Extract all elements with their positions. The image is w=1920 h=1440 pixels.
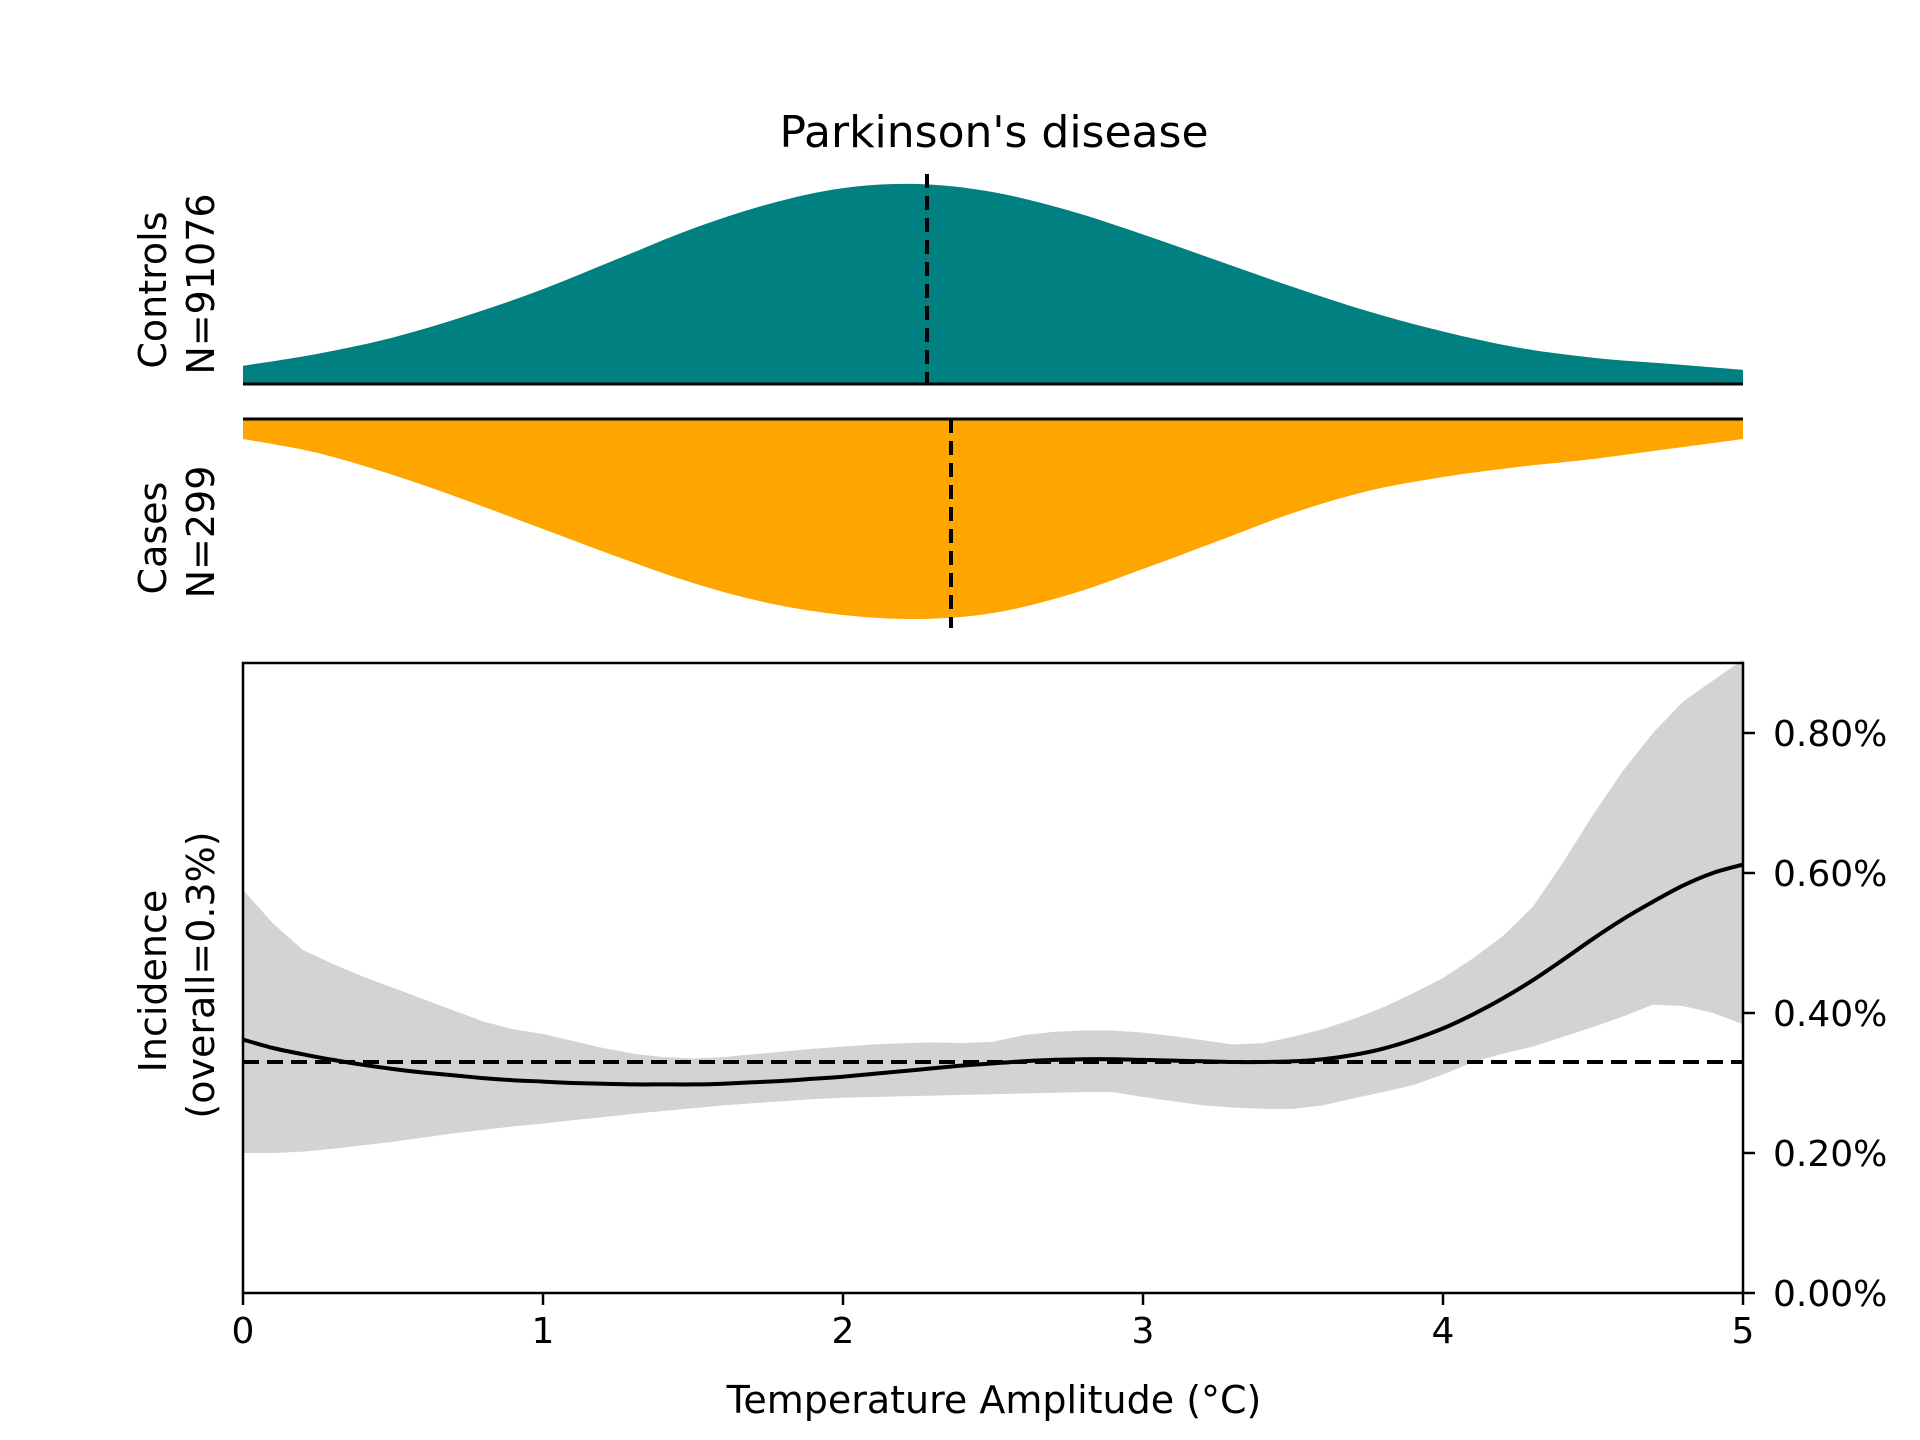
- y-tick-label: 0.60%: [1773, 854, 1887, 895]
- incidence-axes-frame: [241, 661, 1745, 1295]
- controls-density-area: [243, 183, 1743, 384]
- incidence-confidence-band: [243, 659, 1743, 1153]
- incidence-ylabel: Incidence (overall=0.3%): [131, 831, 223, 1118]
- incidence-ylabel-line2: (overall=0.3%): [179, 831, 223, 1118]
- x-axis-label: Temperature Amplitude (°C): [726, 1378, 1262, 1422]
- cases-panel: Cases N=299: [131, 417, 1743, 628]
- controls-label: Controls N=91076: [131, 193, 223, 374]
- y-tick-label: 0.80%: [1773, 714, 1887, 755]
- controls-label-line2: N=91076: [179, 193, 223, 374]
- cases-label-line1: Cases: [131, 482, 175, 595]
- x-tick-label: 5: [1732, 1311, 1755, 1352]
- incidence-line: [242, 862, 1744, 1087]
- cases-label: Cases N=299: [131, 466, 223, 599]
- controls-panel: Controls N=91076: [131, 174, 1743, 386]
- x-tick-label: 4: [1432, 1311, 1455, 1352]
- y-tick-label: 0.40%: [1773, 994, 1887, 1035]
- y-tick-label: 0.00%: [1773, 1274, 1887, 1315]
- y-tick-label: 0.20%: [1773, 1134, 1887, 1175]
- x-tick-label: 2: [832, 1311, 855, 1352]
- x-tick-label: 0: [232, 1311, 255, 1352]
- incidence-ylabel-line1: Incidence: [131, 890, 175, 1073]
- y-axis-ticks: 0.00% 0.20% 0.40% 0.60% 0.80%: [1743, 714, 1887, 1315]
- cases-label-line2: N=299: [179, 466, 223, 599]
- x-axis-ticks: 0 1 2 3 4 5: [232, 1293, 1755, 1352]
- x-tick-label: 3: [1132, 1311, 1155, 1352]
- incidence-panel: 0 1 2 3 4 5 0.00% 0.20% 0.40% 0.60% 0.80% Inciden…: [131, 659, 1887, 1422]
- x-tick-label: 1: [532, 1311, 555, 1352]
- controls-label-line1: Controls: [131, 211, 175, 368]
- cases-density-area: [243, 419, 1743, 620]
- chart-title: Parkinson's disease: [779, 107, 1208, 158]
